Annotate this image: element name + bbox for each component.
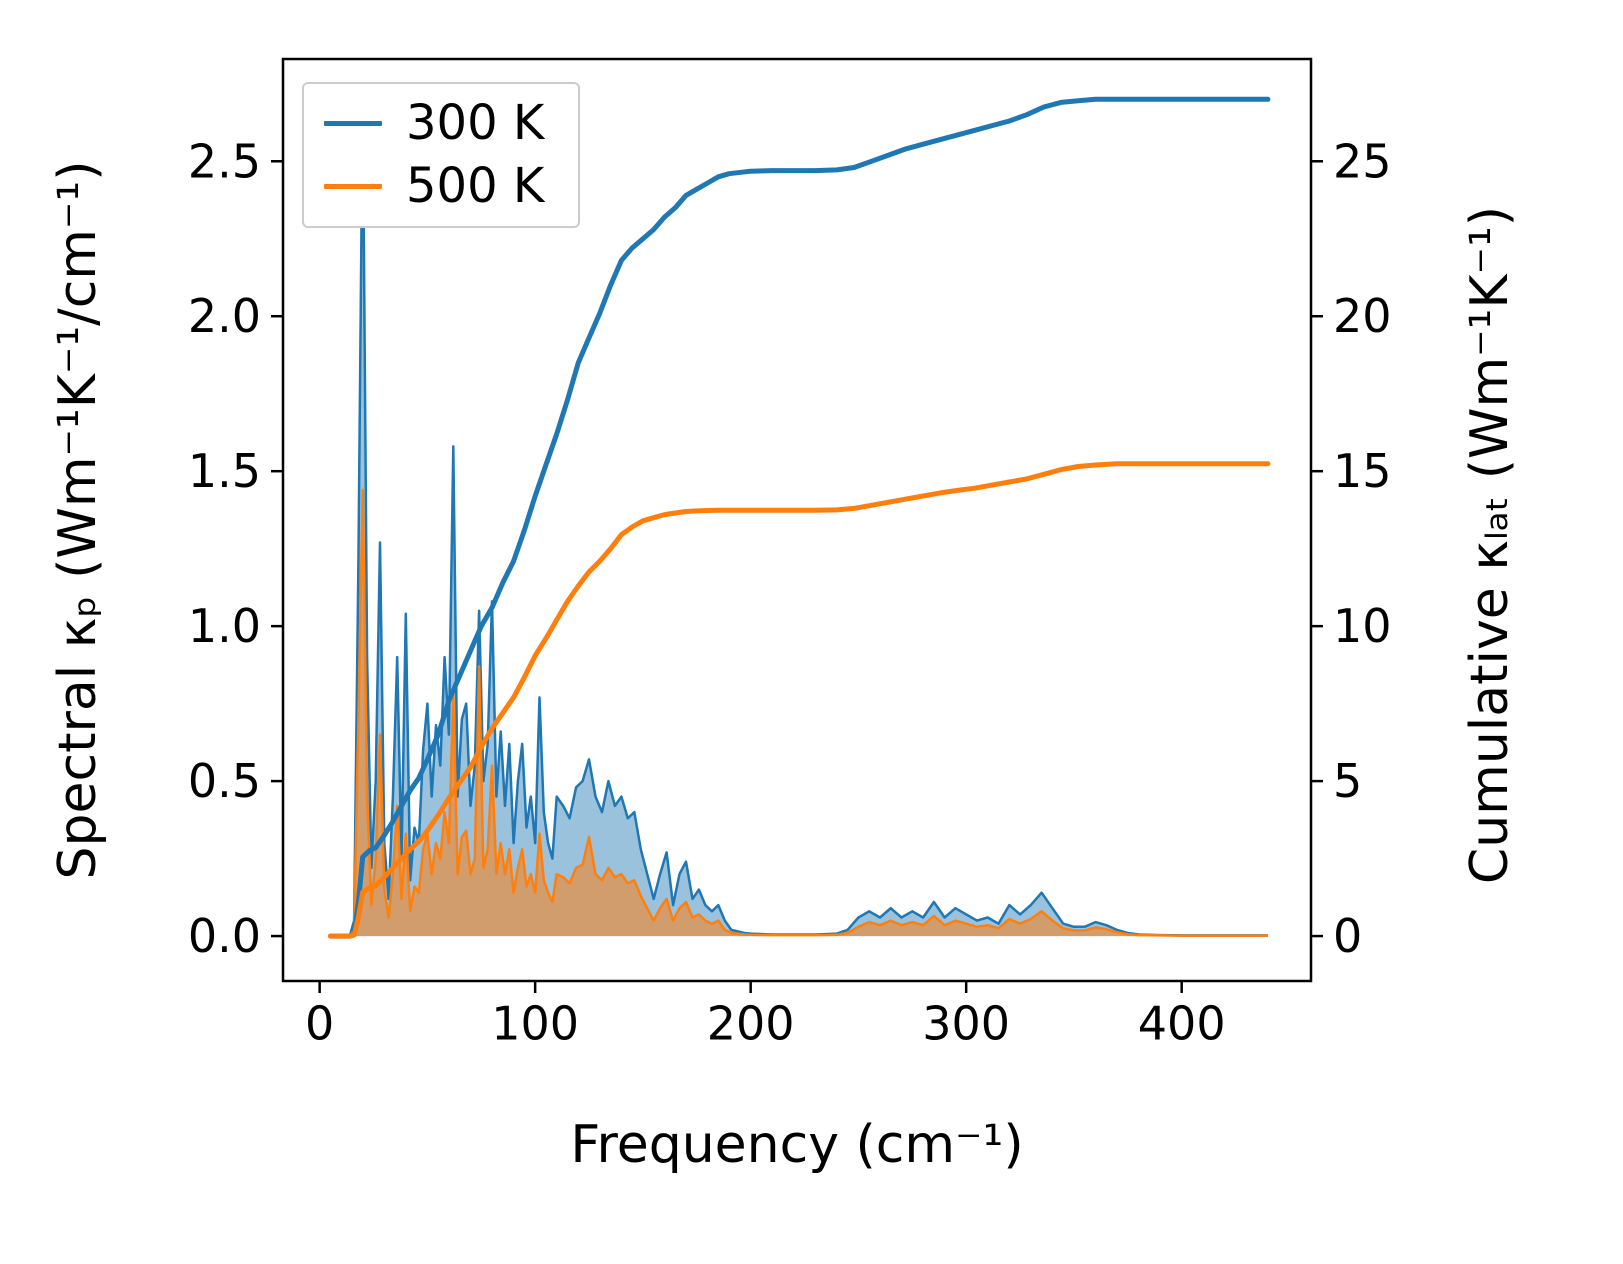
spectral-500K-line [330, 488, 1268, 938]
right-y-tick-label: 5 [1333, 754, 1362, 808]
legend-line-300k-icon [324, 121, 382, 127]
right-y-tick-label: 0 [1333, 909, 1362, 963]
left-y-tick-label: 1.0 [188, 599, 261, 653]
x-axis-title: Frequency (cm⁻¹) [570, 1115, 1024, 1175]
legend-item-500k: 500 K [324, 158, 545, 215]
right-y-tick-label: 20 [1333, 289, 1392, 343]
left-y-tick-label: 2.5 [188, 134, 261, 188]
right-y-tick-label: 25 [1333, 134, 1392, 188]
left-y-tick-label: 0.0 [188, 909, 261, 963]
spectral-500K-fill [330, 489, 1268, 937]
x-tick-label: 200 [707, 996, 795, 1050]
right-y-axis-title: Cumulative κₗₐₜ (Wm⁻¹K⁻¹) [1460, 205, 1520, 885]
legend: 300 K 500 K [302, 82, 581, 229]
x-tick-label: 0 [305, 996, 334, 1050]
left-y-tick-label: 1.5 [188, 444, 261, 498]
x-tick-label: 400 [1138, 996, 1226, 1050]
axes-spines [281, 57, 1313, 983]
legend-label-300k: 300 K [406, 95, 545, 151]
legend-line-500k-icon [324, 184, 382, 190]
right-y-tick-label: 15 [1333, 444, 1392, 498]
left-y-tick-label: 2.0 [188, 289, 261, 343]
cumulative-300K-line [327, 96, 1271, 939]
cumulative-500K-line [327, 461, 1271, 939]
spectral-300K-line [330, 91, 1268, 938]
left-y-axis-title: Spectral κₚ (Wm⁻¹K⁻¹/cm⁻¹) [48, 160, 108, 880]
right-y-tick-label: 10 [1333, 599, 1392, 653]
x-tick-label: 300 [922, 996, 1010, 1050]
plot-data-layer [327, 91, 1271, 939]
left-y-tick-label: 0.5 [188, 754, 261, 808]
x-tick-label: 100 [491, 996, 579, 1050]
legend-label-500k: 500 K [406, 158, 545, 215]
legend-item-300k: 300 K [324, 95, 545, 151]
